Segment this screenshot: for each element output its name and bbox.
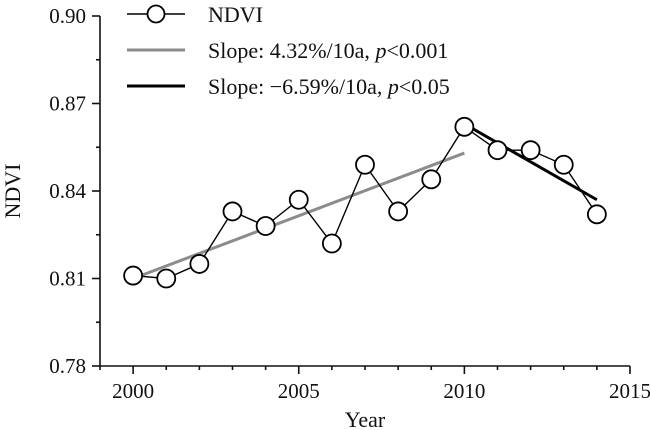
ndvi-point bbox=[123, 265, 144, 286]
trend-line-2 bbox=[463, 122, 598, 202]
legend-ndvi-label: NDVI bbox=[208, 2, 263, 27]
y-tick-label: 0.81 bbox=[49, 267, 86, 291]
ndvi-point bbox=[222, 201, 243, 222]
legend: NDVI Slope: 4.32%/10a, p<0.001 Slope: −6… bbox=[127, 2, 450, 99]
ndvi-point bbox=[454, 116, 475, 137]
ndvi-point bbox=[520, 140, 541, 161]
legend-ndvi-marker bbox=[146, 4, 166, 24]
y-axis-title: NDVI bbox=[0, 164, 25, 219]
ndvi-point bbox=[553, 154, 574, 175]
legend-trend2-label: Slope: −6.59%/10a, p<0.05 bbox=[208, 74, 450, 99]
ndvi-point bbox=[388, 201, 409, 222]
x-ticks: 2000 2005 2010 2015 bbox=[99, 366, 650, 403]
y-tick-label: 0.84 bbox=[49, 179, 86, 203]
ndvi-point bbox=[321, 233, 342, 254]
trend-line-1 bbox=[132, 151, 465, 280]
data-series bbox=[123, 116, 607, 289]
y-tick-label: 0.78 bbox=[49, 354, 86, 378]
y-tick-label: 0.90 bbox=[49, 4, 86, 28]
ndvi-point bbox=[255, 216, 276, 236]
x-tick-label: 2015 bbox=[609, 379, 650, 403]
y-tick-label: 0.87 bbox=[49, 92, 86, 116]
ndvi-point bbox=[487, 140, 508, 161]
ndvi-point bbox=[586, 204, 607, 225]
ndvi-point bbox=[288, 189, 309, 210]
x-tick-label: 2010 bbox=[443, 379, 485, 403]
x-tick-label: 2005 bbox=[278, 379, 320, 403]
trend-lines bbox=[132, 122, 598, 280]
x-tick-label: 2000 bbox=[112, 379, 154, 403]
ndvi-point bbox=[355, 154, 375, 175]
ndvi-point bbox=[421, 169, 442, 190]
y-ticks: 0.78 0.81 0.84 0.87 0.90 bbox=[49, 4, 100, 378]
legend-trend1-label: Slope: 4.32%/10a, p<0.001 bbox=[208, 38, 448, 63]
x-axis-title: Year bbox=[345, 407, 386, 430]
ndvi-point bbox=[156, 268, 177, 289]
ndvi-point bbox=[189, 254, 210, 274]
